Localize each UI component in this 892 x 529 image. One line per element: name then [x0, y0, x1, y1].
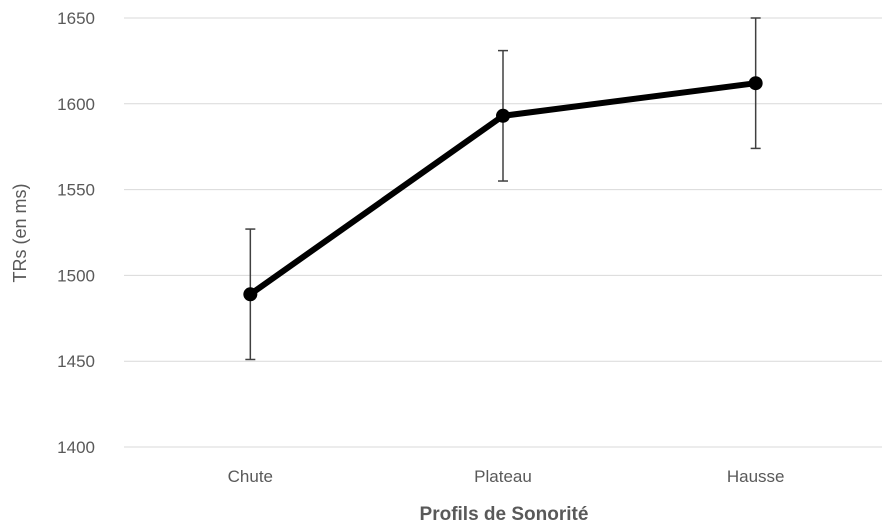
y-tick-label-1650: 1650 [57, 9, 95, 28]
y-tick-label-1450: 1450 [57, 352, 95, 371]
y-axis-title: TRs (en ms) [10, 184, 30, 283]
y-axis-tick-labels: 1400 1450 1500 1550 1600 1650 [57, 9, 95, 457]
y-tick-label-1400: 1400 [57, 438, 95, 457]
x-tick-label-plateau: Plateau [474, 467, 532, 486]
y-tick-label-1600: 1600 [57, 95, 95, 114]
error-bars [245, 17, 761, 361]
y-tick-label-1550: 1550 [57, 181, 95, 200]
data-point-plateau [496, 108, 510, 123]
x-tick-label-hausse: Hausse [727, 467, 785, 486]
y-tick-label-1500: 1500 [57, 266, 95, 285]
x-axis-tick-labels: Chute Plateau Hausse [228, 467, 785, 486]
data-point-chute [243, 287, 258, 302]
data-point-markers [243, 76, 763, 302]
x-axis-title: Profils de Sonorité [420, 504, 589, 525]
x-tick-label-chute: Chute [228, 467, 273, 486]
data-point-hausse [748, 76, 763, 91]
